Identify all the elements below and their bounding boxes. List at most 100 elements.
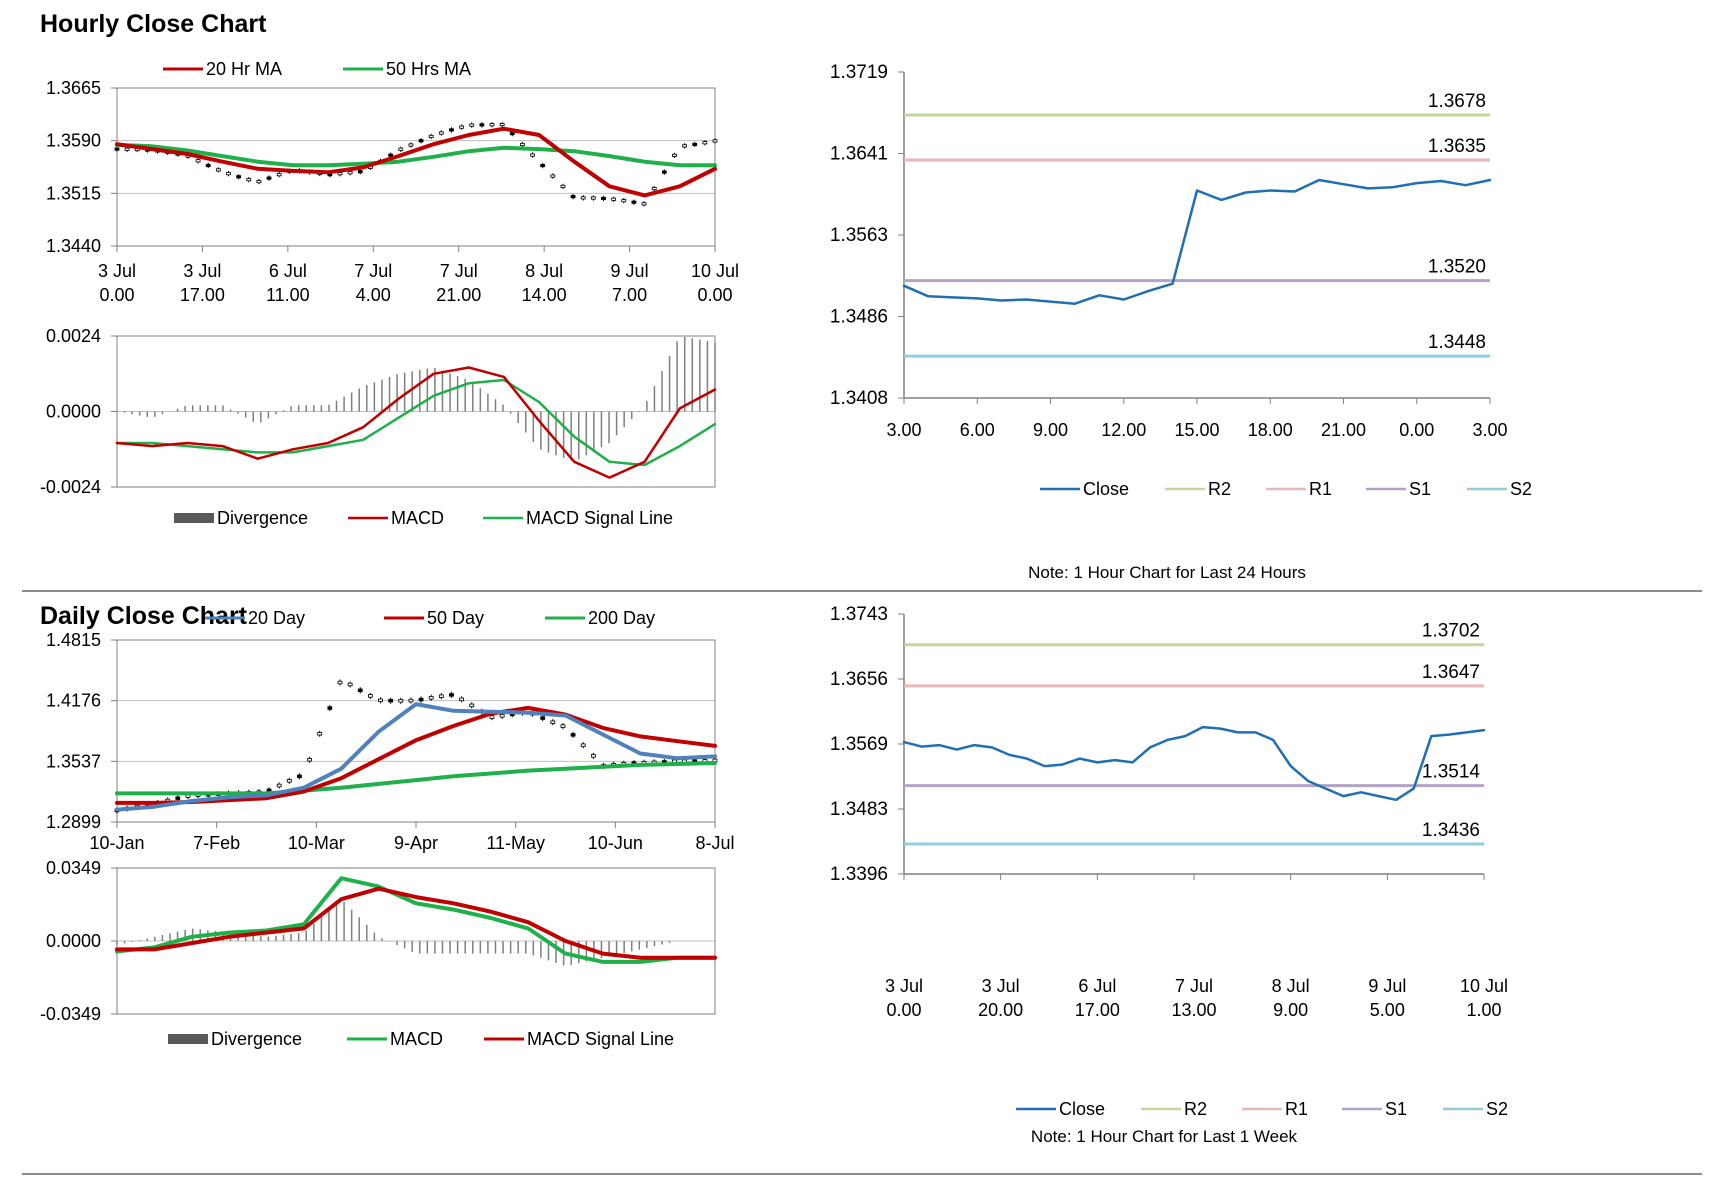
hourly-price-candle-body [661, 170, 667, 174]
hourly-price-candle-body [601, 196, 606, 200]
daily-levels-x-tick-day: 6 Jul [1078, 976, 1116, 996]
daily-price-candle-body [347, 682, 353, 687]
hourly-price-candle-body [357, 170, 363, 174]
hourly-price-candle-body [428, 134, 434, 139]
hourly-price-candle-body [256, 180, 262, 184]
hourly-price-candle-body [540, 164, 546, 168]
daily-levels-x-tick-day: 8 Jul [1272, 976, 1310, 996]
hourly-price-x-tick-time: 0.00 [697, 285, 732, 305]
hourly-price-candle-body [347, 171, 353, 175]
hourly-macd-legend-signal-label: MACD Signal Line [526, 508, 673, 528]
hourly-price-x-tick-time: 21.00 [436, 285, 481, 305]
daily-macd-line [115, 876, 717, 964]
hourly-levels-close-line [902, 178, 1492, 305]
hourly-price-candle-body [560, 184, 566, 188]
daily-price-candle-body [550, 720, 556, 724]
daily-levels-level-label-s2: 1.3436 [1422, 820, 1480, 841]
hourly-price-candle-body [408, 143, 414, 147]
daily-legend-200day-label: 200 Day [588, 608, 655, 628]
hourly-50hr-ma-line [115, 142, 717, 168]
hourly-levels-legend-s1-label: S1 [1409, 479, 1431, 499]
hourly-price-x-tick-time: 7.00 [612, 285, 647, 305]
hourly-price-candle-body [449, 128, 454, 132]
daily-levels-y-tick-label: 1.3743 [830, 604, 888, 625]
daily-macd-y-tick-label: -0.0349 [40, 1004, 101, 1024]
daily-price-y-tick-label: 1.2899 [46, 812, 101, 832]
daily-levels-x-tick-time: 0.00 [886, 1000, 921, 1020]
hourly-macd-y-tick-label: 0.0024 [46, 326, 101, 346]
daily-levels-y-tick-label: 1.3656 [830, 669, 888, 690]
hourly-price-candle-body [236, 175, 242, 179]
daily-price-candle-body [570, 733, 576, 737]
hourly-price-x-tick-day: 7 Jul [354, 261, 392, 281]
daily-price-candle-body [560, 724, 566, 728]
hourly-macd-line [115, 366, 717, 479]
daily-levels-legend-r2-label: R2 [1184, 1099, 1207, 1119]
daily-levels-x-tick-time: 13.00 [1171, 1000, 1216, 1020]
hourly-price-candle-body [276, 173, 282, 177]
daily-price-y-tick-label: 1.4815 [46, 630, 101, 650]
hourly-price-candle-body [398, 147, 404, 151]
daily-price-x-tick-label: 7-Feb [193, 833, 240, 853]
hourly-levels-x-tick-label: 0.00 [1399, 420, 1434, 440]
hourly-price-candle-body [530, 153, 535, 157]
daily-price-candle-body [327, 706, 333, 710]
hourly-price-candle-body [479, 123, 485, 127]
daily-price-candle-body [378, 698, 383, 703]
daily-price-x-tick-label: 10-Jan [89, 833, 144, 853]
hourly-levels-x-tick-label: 21.00 [1321, 420, 1366, 440]
hourly-legend-20hr-label: 20 Hr MA [206, 59, 282, 79]
hourly-price-candle-body [509, 132, 515, 136]
hourly-levels-legend-r1-label: R1 [1309, 479, 1332, 499]
daily-price-candle-body [286, 779, 292, 783]
hourly-price-y-tick-label: 1.3665 [46, 78, 101, 98]
section-divider [22, 590, 1702, 592]
hourly-price-candle-body [641, 202, 647, 206]
daily-price-candle-body [398, 699, 404, 703]
hourly-price-y-tick-label: 1.3590 [46, 131, 101, 151]
hourly-price-x-tick-time: 4.00 [356, 285, 391, 305]
daily-levels-note: Note: 1 Hour Chart for Last 1 Week [1031, 1127, 1298, 1146]
hourly-20hr-ma-line [115, 126, 717, 198]
hourly-macd-legend-macd-label: MACD [391, 508, 444, 528]
daily-levels-x-tick-time: 1.00 [1466, 1000, 1501, 1020]
hourly-levels-level-label-r1: 1.3635 [1428, 136, 1486, 157]
daily-price-candle-body [175, 796, 181, 800]
hourly-price-candle-body [469, 123, 475, 127]
daily-levels-level-label-s1: 1.3514 [1422, 762, 1481, 783]
hourly-price-x-tick-time: 11.00 [266, 285, 310, 305]
daily-price-candle-body [469, 703, 475, 708]
daily-levels-x-tick-time: 17.00 [1075, 1000, 1120, 1020]
hourly-price-candle-body [682, 144, 687, 148]
hourly-levels-y-tick-label: 1.3408 [830, 388, 888, 409]
hourly-macd-y-tick-label: 0.0000 [46, 402, 101, 422]
hourly-price-candle-body [651, 187, 657, 191]
daily-macd-legend-divergence-swatch [168, 1034, 208, 1044]
hourly-macd-signal-line [115, 378, 717, 467]
hourly-price-candle-body [590, 196, 596, 200]
hourly-price-x-tick-day: 8 Jul [525, 261, 563, 281]
hourly-price-candle-body [672, 153, 677, 157]
hourly-macd-legend-divergence-swatch [174, 513, 214, 523]
daily-price-x-tick-label: 9-Apr [394, 833, 438, 853]
daily-levels-x-tick-time: 20.00 [978, 1000, 1023, 1020]
hourly-section-title: Hourly Close Chart [40, 10, 267, 38]
hourly-price-x-tick-time: 14.00 [522, 285, 567, 305]
daily-levels-x-tick-time: 5.00 [1370, 1000, 1405, 1020]
daily-50day-line [115, 705, 717, 805]
hourly-price-y-tick-label: 1.3515 [46, 183, 101, 203]
hourly-levels-x-tick-label: 6.00 [960, 420, 995, 440]
daily-levels-x-tick-day: 3 Jul [982, 976, 1020, 996]
hourly-price-candle-body [195, 159, 201, 163]
daily-price-candle-body [428, 696, 434, 700]
daily-levels-x-tick-time: 9.00 [1273, 1000, 1308, 1020]
hourly-price-candle-body [438, 131, 444, 135]
hourly-price-candle-body [459, 125, 465, 129]
daily-price-candle-body [408, 698, 414, 703]
daily-price-candle-body [449, 693, 454, 697]
hourly-price-candle-body [520, 142, 525, 147]
hourly-levels-y-tick-label: 1.3719 [830, 62, 888, 83]
daily-section-title: Daily Close Chart [40, 602, 248, 630]
daily-price-candle-body [590, 754, 596, 758]
